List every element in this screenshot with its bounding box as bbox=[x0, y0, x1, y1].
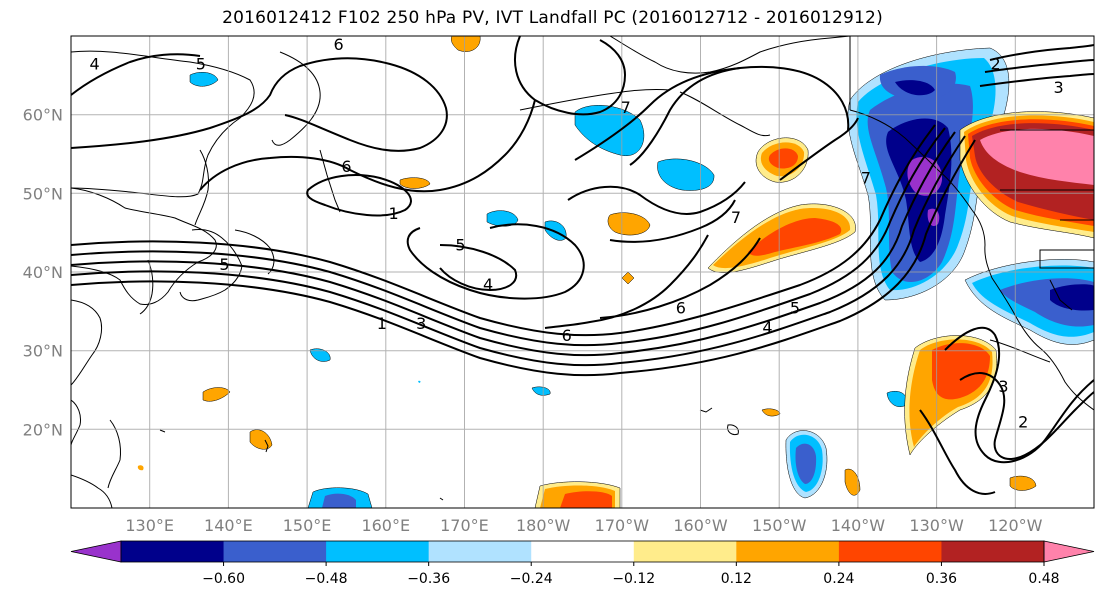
lon-tick-label: 180°W bbox=[516, 516, 571, 535]
contour-label: 5 bbox=[455, 235, 465, 254]
contour-label: 5 bbox=[196, 55, 206, 74]
anomaly-shading bbox=[137, 36, 1094, 508]
colorbar-segment bbox=[326, 541, 430, 562]
negative-anomaly-alaska bbox=[847, 47, 1010, 301]
colorbar-segment bbox=[633, 541, 737, 562]
colorbar-segment bbox=[941, 541, 1045, 562]
lon-tick-label: 140°E bbox=[204, 516, 253, 535]
colorbar-segment bbox=[121, 541, 225, 562]
lat-tick-label: 30°N bbox=[23, 342, 63, 361]
colorbar-tick-label: −0.12 bbox=[612, 571, 655, 587]
colorbar-tick-label: −0.48 bbox=[305, 571, 348, 587]
colorbar-tick-label: −0.24 bbox=[510, 571, 553, 587]
negative-anomaly-west-coast bbox=[964, 259, 1094, 345]
contour-label: 3 bbox=[998, 377, 1008, 396]
contour-label: 7 bbox=[621, 98, 631, 117]
contour-label: 7 bbox=[731, 208, 741, 227]
colorbar: −0.60 −0.48 −0.36 −0.24 −0.12 0.12 0.24 0.36 0.4… bbox=[70, 540, 1095, 587]
colorbar-tick-label: 0.12 bbox=[721, 571, 752, 587]
contour-label: 4 bbox=[483, 275, 493, 294]
colorbar-tick-label: −0.36 bbox=[407, 571, 450, 587]
positive-anomaly-rockies bbox=[959, 111, 1094, 239]
contour-label: 1 bbox=[389, 204, 399, 223]
colorbar-extend-low bbox=[70, 540, 122, 563]
contour-label: 7 bbox=[861, 169, 871, 188]
lat-tick-label: 50°N bbox=[23, 184, 63, 203]
contour-label: 6 bbox=[562, 326, 572, 345]
negative-anomaly-subtropical bbox=[785, 430, 828, 499]
colorbar-tick-label: 0.36 bbox=[926, 571, 957, 587]
positive-anomaly-subtropical-east bbox=[904, 335, 998, 456]
lon-tick-label: 130°E bbox=[125, 516, 174, 535]
colorbar-tick-label: 0.24 bbox=[823, 571, 854, 587]
coastlines bbox=[71, 36, 1094, 508]
lon-tick-label: 170°E bbox=[440, 516, 489, 535]
lon-tick-label: 160°E bbox=[361, 516, 410, 535]
colorbar-segment bbox=[428, 541, 532, 562]
positive-anomaly-central-pacific bbox=[707, 203, 856, 273]
map-frame bbox=[70, 35, 1095, 509]
contour-label: 6 bbox=[341, 157, 351, 176]
colorbar-segment bbox=[531, 541, 635, 562]
contour-label: 4 bbox=[90, 55, 100, 74]
lon-tick-label: 120°W bbox=[988, 516, 1043, 535]
contour-label: 3 bbox=[1053, 78, 1063, 97]
map-title: 2016012412 F102 250 hPa PV, IVT Landfall… bbox=[222, 8, 883, 28]
lat-tick-label: 60°N bbox=[23, 106, 63, 125]
lon-tick-label: 150°W bbox=[752, 516, 807, 535]
contour-label: 6 bbox=[333, 35, 343, 54]
contour-label: 6 bbox=[676, 298, 686, 317]
latitude-labels: 20°N 30°N 40°N 50°N 60°N bbox=[23, 106, 63, 440]
colorbar-tick-label: −0.60 bbox=[202, 571, 245, 587]
contour-label: 3 bbox=[416, 314, 426, 333]
longitude-labels: 130°E 140°E 150°E 160°E 170°E 180°W 170°W 160°W… bbox=[125, 516, 1042, 535]
colorbar-segment bbox=[223, 541, 327, 562]
lon-tick-label: 140°W bbox=[831, 516, 886, 535]
lat-tick-label: 20°N bbox=[23, 420, 63, 439]
contour-label: 1 bbox=[377, 314, 387, 333]
lon-tick-label: 130°W bbox=[909, 516, 964, 535]
contour-label: 2 bbox=[991, 55, 1001, 74]
lat-tick-label: 40°N bbox=[23, 263, 63, 282]
contour-label: 4 bbox=[762, 318, 772, 337]
contour-label: 5 bbox=[790, 298, 800, 317]
colorbar-segment bbox=[736, 541, 840, 562]
lon-tick-label: 160°W bbox=[673, 516, 728, 535]
lon-tick-label: 170°W bbox=[595, 516, 650, 535]
lon-tick-label: 150°E bbox=[283, 516, 332, 535]
colorbar-frame bbox=[120, 540, 1045, 563]
contour-label: 2 bbox=[1018, 412, 1028, 431]
colorbar-segment bbox=[838, 541, 942, 562]
pv-contours bbox=[71, 36, 1094, 495]
colorbar-tick-label: 0.48 bbox=[1028, 571, 1059, 587]
colorbar-extend-high bbox=[1043, 540, 1095, 563]
contour-label: 5 bbox=[219, 255, 229, 274]
